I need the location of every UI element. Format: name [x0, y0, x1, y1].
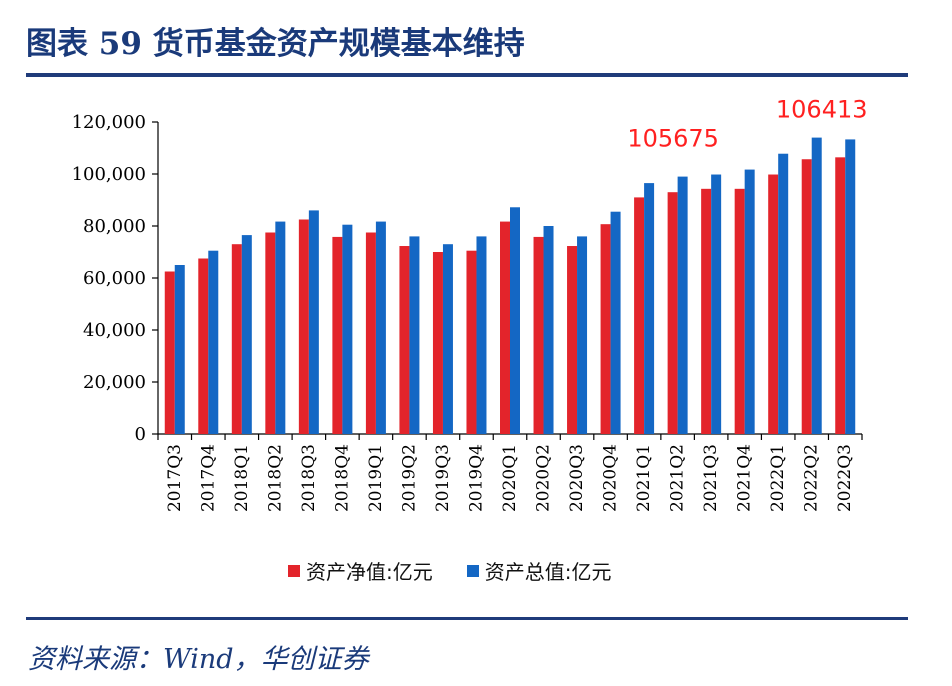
y-tick-label: 100,000	[72, 164, 146, 185]
bar-net-asset	[768, 174, 779, 434]
x-tick-label: 2017Q4	[198, 444, 218, 512]
bar-total-asset	[711, 174, 722, 434]
legend-swatch-total	[466, 564, 479, 577]
bar-total-asset	[510, 207, 520, 434]
x-tick-label: 2020Q3	[567, 444, 587, 512]
bar-net-asset	[701, 188, 712, 434]
x-tick-label: 2019Q1	[366, 444, 386, 512]
bar-net-asset	[332, 236, 343, 434]
legend-item-total: 资产总值:亿元	[466, 556, 612, 585]
x-tick-label: 2019Q2	[399, 444, 419, 512]
bar-net-asset	[164, 271, 175, 434]
bar-total-asset	[308, 210, 319, 434]
bar-net-asset	[432, 252, 443, 434]
x-tick-label: 2022Q2	[802, 444, 822, 512]
bar-net-asset	[667, 192, 678, 434]
bar-net-asset	[533, 236, 544, 434]
title-rule	[26, 73, 908, 77]
figure-title: 图表 59 货币基金资产规模基本维持	[26, 26, 525, 62]
bar-total-asset	[845, 139, 856, 435]
y-tick-label: 40,000	[83, 320, 146, 341]
bar-total-asset	[644, 183, 655, 434]
x-tick-label: 2019Q4	[466, 444, 486, 512]
bar-net-asset	[198, 258, 209, 434]
y-tick-label: 60,000	[83, 268, 146, 289]
bar-net-asset	[801, 159, 812, 434]
source-note: 资料来源：Wind，华创证券	[28, 644, 369, 675]
x-tick-label: 2021Q2	[668, 444, 688, 512]
legend-label-total: 资产总值:亿元	[484, 560, 612, 584]
bar-total-asset	[275, 221, 286, 434]
bar-total-asset	[778, 153, 789, 434]
bar-total-asset	[577, 236, 588, 434]
legend-label-net: 资产净值:亿元	[306, 560, 433, 584]
bar-total-asset	[208, 250, 219, 434]
bar-net-asset	[231, 244, 242, 434]
bar-total-asset	[476, 236, 487, 434]
y-tick-label: 120,000	[72, 112, 146, 133]
x-tick-label: 2022Q3	[835, 444, 855, 512]
y-tick-label: 80,000	[83, 216, 146, 237]
bar-net-asset	[734, 188, 745, 434]
bar-net-asset	[500, 221, 510, 434]
x-tick-label: 2020Q2	[534, 444, 554, 512]
bar-total-asset	[744, 169, 755, 434]
bar-total-asset	[442, 244, 453, 434]
x-tick-label: 2018Q2	[265, 444, 285, 512]
data-annotation: 105675	[627, 125, 719, 153]
bar-total-asset	[342, 224, 353, 434]
bar-net-asset	[600, 224, 611, 434]
bar-net-asset	[298, 219, 309, 434]
x-tick-label: 2021Q4	[735, 444, 755, 512]
x-tick-label: 2021Q1	[634, 444, 654, 512]
bar-net-asset	[466, 250, 477, 434]
x-tick-label: 2018Q3	[299, 444, 319, 512]
chart-legend: 资产净值:亿元 资产总值:亿元	[288, 556, 646, 585]
x-tick-label: 2018Q4	[332, 444, 352, 512]
bar-net-asset	[634, 197, 645, 434]
x-tick-label: 2020Q4	[601, 444, 621, 512]
data-annotation: 106413	[776, 96, 868, 124]
y-tick-label: 0	[135, 424, 146, 445]
bar-net-asset	[399, 246, 410, 434]
bar-total-asset	[241, 235, 252, 434]
bar-total-asset	[543, 226, 554, 434]
x-tick-label: 2021Q3	[701, 444, 721, 512]
bar-net-asset	[567, 246, 578, 434]
legend-item-net: 资产净值:亿元	[288, 556, 433, 585]
legend-swatch-net	[288, 564, 300, 577]
x-tick-label: 2017Q3	[165, 444, 185, 512]
x-tick-label: 2022Q1	[768, 444, 788, 512]
y-tick-label: 20,000	[83, 372, 146, 393]
x-tick-label: 2020Q1	[500, 444, 520, 512]
bar-total-asset	[174, 265, 185, 434]
source-rule	[26, 617, 908, 620]
x-tick-label: 2019Q3	[433, 444, 453, 512]
bar-net-asset	[365, 232, 376, 434]
bar-net-asset	[835, 157, 846, 434]
x-tick-label: 2018Q1	[232, 444, 252, 512]
bar-total-asset	[811, 137, 822, 434]
bar-total-asset	[677, 176, 688, 434]
bar-total-asset	[610, 211, 621, 434]
bar-net-asset	[265, 232, 276, 434]
bar-total-asset	[375, 221, 386, 434]
bar-total-asset	[409, 236, 420, 434]
